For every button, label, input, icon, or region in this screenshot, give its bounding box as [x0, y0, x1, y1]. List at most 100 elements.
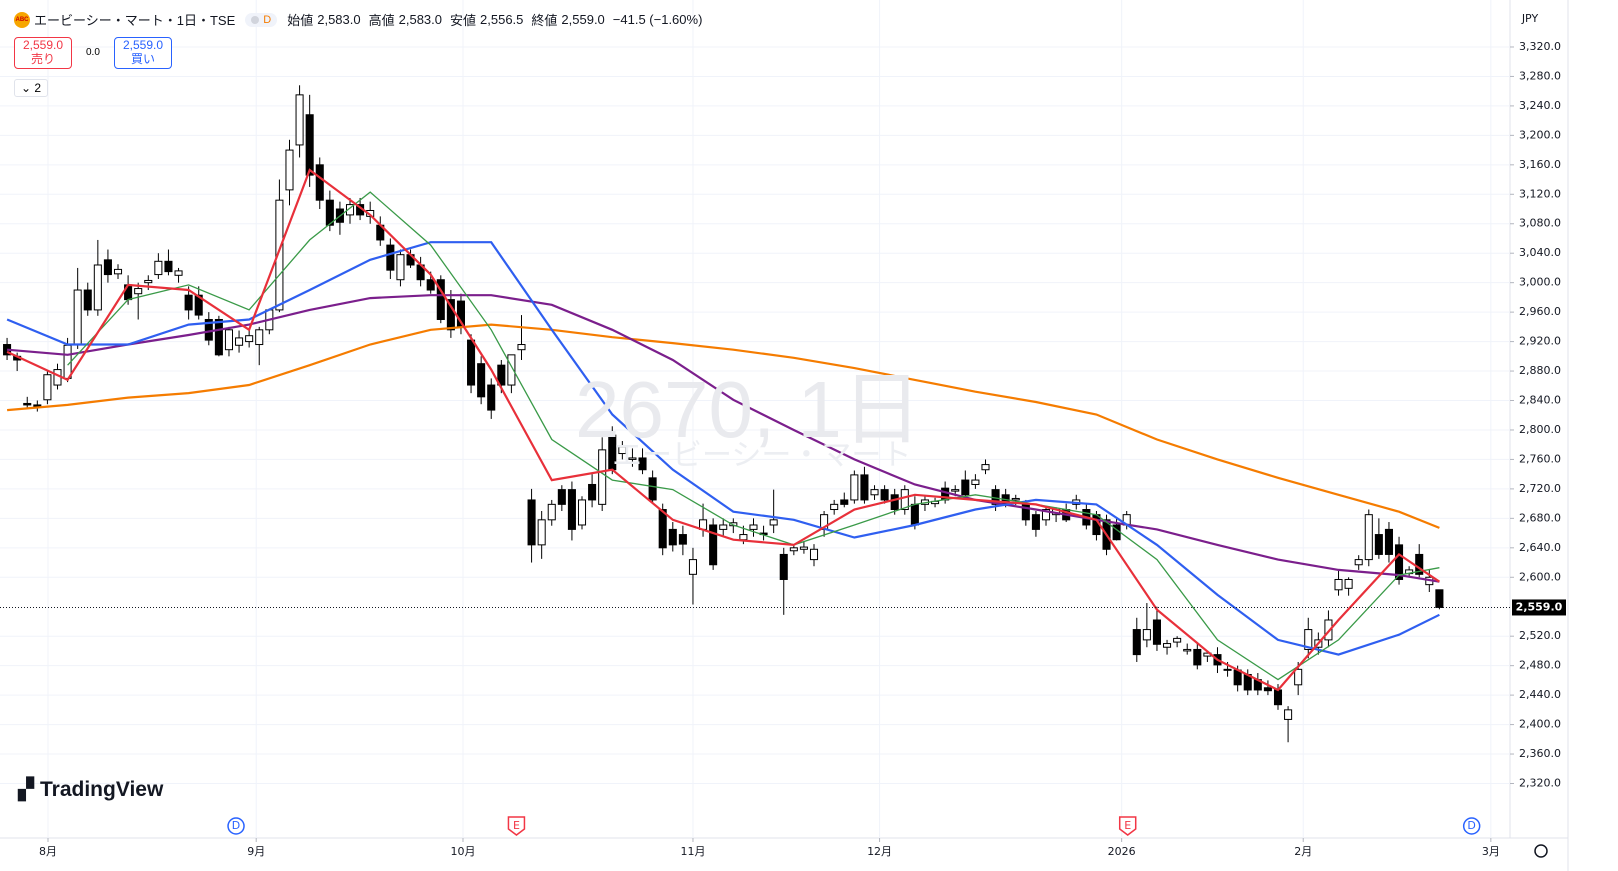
event-label: D: [1467, 819, 1475, 832]
y-tick-label: 3,160.0: [1519, 158, 1561, 171]
event-marker: [227, 817, 245, 835]
candle-body: [1183, 648, 1192, 652]
event-label: D: [232, 819, 240, 832]
candle-body: [567, 489, 576, 530]
candle-body: [325, 199, 334, 226]
y-tick-label: 2,320.0: [1519, 776, 1561, 789]
candle-body: [83, 289, 92, 311]
candle-body: [840, 499, 849, 505]
indicator-toggle[interactable]: ⌄ 2: [14, 79, 49, 97]
candle-body: [618, 446, 627, 455]
candle-body: [103, 259, 112, 276]
candle-body: [638, 457, 647, 471]
candle-body: [1294, 668, 1303, 686]
ma-line: [6, 168, 1441, 692]
candle-body: [1374, 534, 1383, 555]
candle-body: [194, 294, 203, 316]
candle-body: [1193, 648, 1202, 666]
candle-body: [1263, 687, 1272, 692]
candle-body: [1354, 559, 1363, 566]
sell-label: 売り: [30, 52, 55, 66]
candle-body: [890, 494, 899, 511]
y-tick-label: 3,040.0: [1519, 246, 1561, 259]
candle-body: [255, 329, 264, 346]
candle-body: [880, 489, 889, 501]
candle-body: [598, 449, 607, 505]
x-tick-label: 2026: [1108, 845, 1136, 858]
y-tick-label: 2,400.0: [1519, 718, 1561, 731]
candle-body: [1334, 578, 1343, 591]
brand-text: TradingView: [39, 778, 164, 801]
candle-body: [497, 364, 506, 386]
candle-body: [174, 270, 183, 276]
candle-body: [1173, 637, 1182, 643]
candle-body: [1142, 629, 1151, 641]
candle-body: [73, 289, 82, 346]
x-tick-label: 11月: [680, 845, 705, 858]
candle-body: [547, 503, 556, 521]
y-tick-label: 2,600.0: [1519, 570, 1561, 583]
candle-body: [467, 339, 476, 386]
logo: ABC: [14, 11, 30, 28]
y-tick-label: 2,680.0: [1519, 511, 1561, 524]
candle-body: [789, 547, 798, 552]
candle-body: [396, 254, 405, 281]
x-tick-label: 2月: [1294, 845, 1312, 858]
event-marker: [507, 816, 526, 836]
last-price-tag: [1512, 599, 1566, 616]
currency[interactable]: JPY: [1521, 12, 1539, 25]
candle-body: [537, 519, 546, 546]
candle-body: [1031, 514, 1040, 530]
candle-body: [164, 260, 173, 273]
sell-price: 2,559.0: [22, 38, 64, 52]
y-tick-label: 2,360.0: [1519, 747, 1561, 760]
candle-body: [900, 489, 909, 511]
candle-body: [1163, 643, 1172, 648]
sell-button[interactable]: 2,559.0 売り: [14, 37, 72, 69]
symbol[interactable]: エービーシー・マート・1日・TSE: [34, 13, 236, 28]
candle-body: [507, 354, 516, 386]
y-tick-label: 3,200.0: [1519, 128, 1561, 141]
y-tick-label: 2,440.0: [1519, 688, 1561, 701]
candle-body: [799, 546, 808, 550]
brand[interactable]: ▞ TradingView: [18, 778, 164, 801]
candle-body: [739, 534, 748, 541]
candle-body: [1324, 619, 1333, 641]
candle-body: [961, 479, 970, 496]
candle-body: [910, 503, 919, 526]
candle-body: [285, 149, 294, 191]
candle-body: [1011, 497, 1020, 501]
candle-body: [769, 519, 778, 526]
open: 2,583.0: [317, 12, 361, 27]
candle-body: [678, 534, 687, 545]
candle-body: [1344, 578, 1353, 589]
candle-body: [527, 499, 536, 546]
candle-body: [1152, 619, 1161, 645]
change: −41.5 (−1.60%): [612, 12, 703, 27]
last-price-label: 2,559.0: [1516, 600, 1563, 613]
candle-body: [184, 294, 193, 311]
candle-body: [305, 114, 314, 176]
candle-body: [557, 489, 566, 505]
candle-body: [830, 503, 839, 511]
candle-body: [1273, 689, 1283, 706]
ma-line: [7, 323, 1440, 529]
candle-body: [1284, 709, 1293, 720]
buy-button[interactable]: 2,559.0 買い: [114, 37, 172, 69]
y-tick-label: 2,760.0: [1519, 452, 1561, 465]
event-marker: [1462, 817, 1481, 835]
settings-icon[interactable]: [1534, 844, 1548, 858]
candle-body: [315, 164, 324, 201]
candle-body: [23, 402, 32, 406]
candle-body: [113, 268, 123, 275]
y-tick-label: 3,280.0: [1519, 69, 1561, 82]
candle-body: [295, 94, 304, 146]
event-label: E: [513, 819, 520, 832]
candle-body: [719, 524, 728, 530]
candle-body: [1384, 528, 1393, 555]
ma-line: [67, 191, 1440, 681]
candle-body: [658, 509, 667, 549]
y-tick-label: 2,520.0: [1519, 629, 1561, 642]
candle-body: [870, 489, 879, 496]
